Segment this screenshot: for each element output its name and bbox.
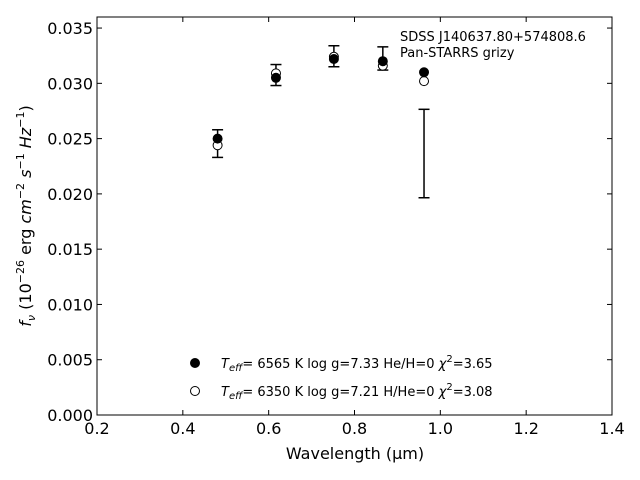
y-tick-label: 0.030 (47, 74, 93, 93)
x-tick-label: 1.2 (513, 419, 538, 438)
legend-marker-filled (190, 358, 200, 368)
x-tick-label: 0.2 (84, 419, 109, 438)
title-line-1: SDSS J140637.80+574808.6 (400, 30, 586, 45)
title-line-2: Pan-STARRS grizy (400, 46, 515, 61)
y-tick-label: 0.020 (47, 185, 93, 204)
legend-marker-open (190, 386, 200, 396)
y-tick-label: 0.000 (47, 406, 93, 425)
x-tick-label: 1.0 (428, 419, 453, 438)
model-point-filled (270, 72, 281, 83)
x-tick-label: 0.4 (170, 419, 195, 438)
y-tick-label: 0.025 (47, 130, 93, 149)
y-tick-label: 0.005 (47, 351, 93, 370)
x-tick-label: 0.6 (256, 419, 281, 438)
x-tick-label: 0.8 (342, 419, 367, 438)
legend-entry-2: Teff= 6350 K log g=7.21 H/He=0 χ2=3.08 (221, 382, 493, 402)
model-point-filled (377, 56, 388, 67)
model-point-filled (419, 67, 430, 78)
model-point-open (419, 76, 430, 87)
model-point-filled (328, 54, 339, 65)
y-tick-label: 0.010 (47, 295, 93, 314)
legend-entry-1: Teff= 6565 K log g=7.33 He/H=0 χ2=3.65 (221, 354, 493, 374)
x-tick-label: 1.4 (599, 419, 624, 438)
legend: Teff= 6565 K log g=7.33 He/H=0 χ2=3.65 T… (190, 354, 493, 402)
y-axis-label: fν (10−26 erg cm−2 s−1 Hz−1) (14, 105, 38, 326)
plot-frame (96, 16, 613, 416)
x-axis-label: Wavelength (μm) (286, 444, 424, 463)
y-tick-label: 0.035 (47, 19, 93, 38)
y-tick-label: 0.015 (47, 240, 93, 259)
model-point-filled (212, 133, 223, 144)
